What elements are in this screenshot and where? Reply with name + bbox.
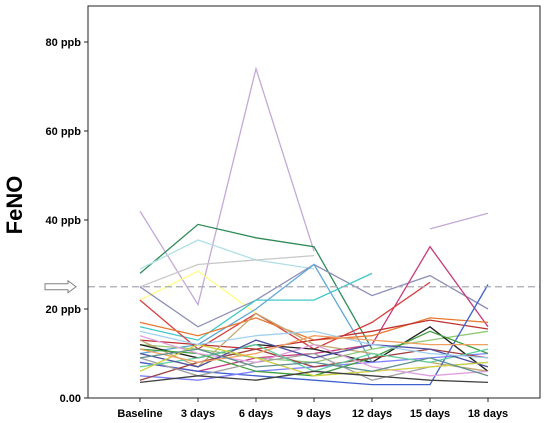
series-line [139,66,489,307]
x-axis-ticks: Baseline 3 days 6 days 9 days 12 days 15 days… [117,398,508,420]
series-line [139,254,315,288]
x-tick-label: 18 days [468,408,508,420]
x-tick-label: 3 days [181,408,215,420]
series-line [139,270,257,314]
x-tick-label: 6 days [239,408,273,420]
series-line [139,284,489,386]
series-line [139,339,489,368]
series-line [139,223,373,350]
series-line [139,330,489,359]
series-line [139,335,488,364]
x-tick-label: 12 days [352,408,392,420]
y-tick-label: 80 ppb [46,37,82,49]
series-line [139,370,489,384]
series-line [139,281,431,350]
series-line [139,272,373,341]
y-axis-label: FeNO [2,176,27,235]
y-tick-label: 20 ppb [46,304,82,316]
series-line [139,348,489,377]
y-tick-label: 60 ppb [46,126,82,138]
x-tick-label: Baseline [117,408,162,420]
x-tick-label: 15 days [410,408,450,420]
arrow-shape [44,279,77,294]
y-axis-ticks: 0.00 20 ppb 40 ppb 60 ppb 80 ppb [46,37,88,405]
series-lines [139,66,489,386]
y-tick-label: 0.00 [60,393,81,405]
series-line [139,335,489,377]
arrow-marker-icon [44,279,77,294]
x-tick-label: 9 days [297,408,331,420]
y-tick-label: 40 ppb [46,215,82,227]
